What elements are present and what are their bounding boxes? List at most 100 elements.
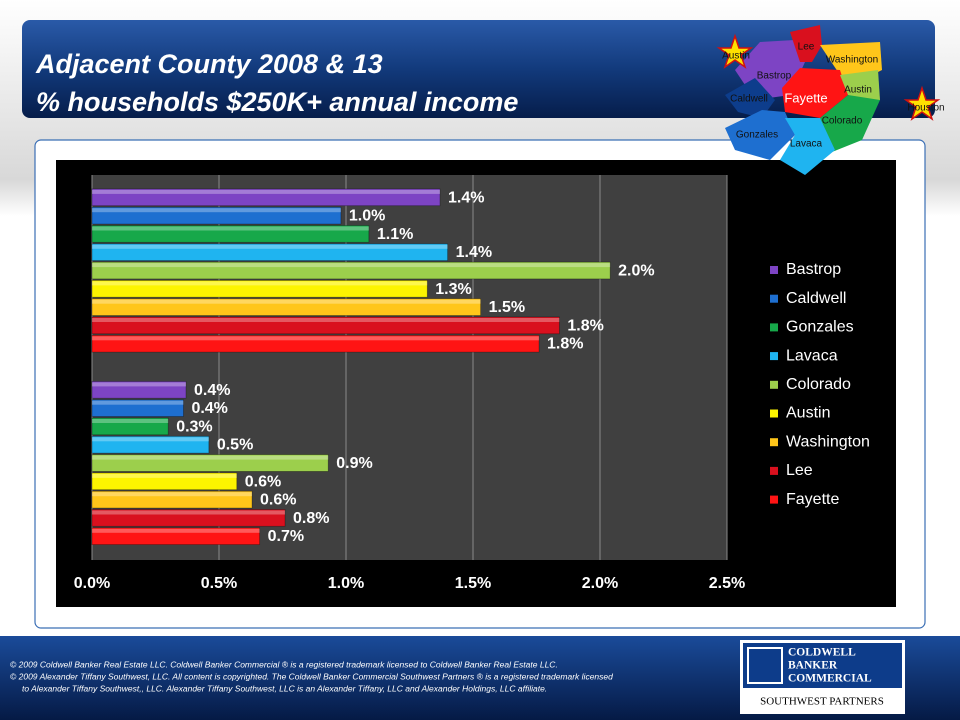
bar xyxy=(91,279,428,298)
bar xyxy=(91,472,238,491)
value-label: 0.4% xyxy=(194,382,230,399)
bar-highlight xyxy=(92,208,341,213)
map-label: Washington xyxy=(826,55,878,66)
bar xyxy=(91,261,611,280)
bar xyxy=(91,188,441,207)
bar-highlight xyxy=(92,281,428,286)
map-colorado xyxy=(820,95,880,152)
bar-highlight xyxy=(92,473,237,478)
map-lavaca xyxy=(780,118,835,175)
bar xyxy=(91,298,482,316)
star xyxy=(903,85,941,121)
bar xyxy=(91,380,187,399)
x-tick-label: 1.0% xyxy=(328,575,364,592)
map-label: Colorado xyxy=(822,116,863,127)
map-label: Fayette xyxy=(784,90,827,105)
bar xyxy=(91,316,560,335)
bar xyxy=(91,206,342,225)
legend-swatch xyxy=(770,352,778,361)
value-label: 0.8% xyxy=(293,510,329,527)
legend-label: Bastrop xyxy=(786,261,841,278)
county-map: Austin Lee Washington Bastrop Caldwell Fayett… xyxy=(716,25,945,175)
footer-line: to Alexander Tiffany Southwest,, LLC. Al… xyxy=(22,683,547,693)
bar-highlight xyxy=(92,528,260,533)
legend-label: Lee xyxy=(786,462,813,479)
bar-highlight xyxy=(92,400,184,405)
map-label: Gonzales xyxy=(736,130,778,141)
bar xyxy=(91,490,253,509)
footer-line: © 2009 Alexander Tiffany Southwest, LLC.… xyxy=(10,671,613,681)
value-label: 1.4% xyxy=(448,189,484,206)
bar-highlight xyxy=(92,336,540,341)
legend-label: Gonzales xyxy=(786,319,854,336)
map-label: Austin xyxy=(844,85,872,96)
bar xyxy=(91,527,261,545)
value-label: 0.4% xyxy=(191,400,227,417)
legend-label: Lavaca xyxy=(786,347,838,364)
star xyxy=(716,33,754,69)
bar-highlight xyxy=(92,455,329,460)
title-line: Adjacent County 2008 & 13 xyxy=(35,49,383,79)
logo-band xyxy=(743,643,902,688)
logo-text: COLDWELL xyxy=(788,647,856,659)
map-label: Austin xyxy=(722,51,750,62)
bar-highlight xyxy=(92,382,186,387)
x-tick-label: 0.0% xyxy=(74,575,110,592)
legend-swatch xyxy=(770,266,778,274)
map-label: Lavaca xyxy=(790,139,823,150)
header-band xyxy=(22,20,935,118)
bar xyxy=(91,399,184,417)
map-label: Lee xyxy=(798,42,815,53)
bar-highlight xyxy=(92,510,286,515)
map-fayette xyxy=(782,68,848,118)
logo-text: BANKER xyxy=(788,660,838,672)
legend-label: Colorado xyxy=(786,376,851,393)
legend-label: Austin xyxy=(786,405,830,422)
value-label: 1.0% xyxy=(349,208,385,225)
value-label: 0.7% xyxy=(268,528,304,545)
title-line: % households $250K+ annual income xyxy=(36,87,518,117)
bar xyxy=(91,417,169,436)
x-tick-label: 2.5% xyxy=(709,575,745,592)
map-label: Caldwell xyxy=(730,94,768,105)
value-label: 1.3% xyxy=(435,281,471,298)
map-label: Bastrop xyxy=(757,71,792,82)
legend-label: Fayette xyxy=(786,491,839,508)
bar-highlight xyxy=(92,437,209,442)
legend-label: Washington xyxy=(786,433,870,450)
map-austin xyxy=(840,70,880,100)
value-label: 1.8% xyxy=(547,336,583,353)
bar-highlight xyxy=(92,226,369,231)
x-tick-label: 1.5% xyxy=(455,575,491,592)
bar xyxy=(91,509,286,527)
map-gonzales xyxy=(725,110,795,160)
value-label: 1.8% xyxy=(567,317,603,334)
chart: 0.0% 0.5% 1.0% 1.5% 2.0% 2.5% 1.4% 0.4% Bastrop 1… xyxy=(74,175,870,592)
bar-highlight xyxy=(92,492,253,497)
map-caldwell xyxy=(725,78,775,118)
value-label: 0.3% xyxy=(176,418,212,435)
value-label: 1.1% xyxy=(377,226,413,243)
bar-highlight xyxy=(92,263,611,268)
legend-swatch xyxy=(770,409,778,418)
bar xyxy=(91,454,329,472)
legend-swatch xyxy=(770,438,778,447)
value-label: 0.5% xyxy=(217,437,253,454)
x-tick-label: 2.0% xyxy=(582,575,618,592)
legend-label: Caldwell xyxy=(786,290,846,307)
value-label: 0.6% xyxy=(245,473,281,490)
map-lee xyxy=(790,25,822,62)
bar xyxy=(91,243,449,262)
bar xyxy=(91,334,540,353)
legend-swatch xyxy=(770,323,778,332)
legend-swatch xyxy=(770,495,778,504)
value-label: 0.9% xyxy=(336,455,372,472)
legend-swatch xyxy=(770,380,778,389)
logo-emblem xyxy=(747,647,783,684)
legend-swatch xyxy=(770,466,778,475)
value-label: 0.6% xyxy=(260,492,296,509)
footer-line: © 2009 Coldwell Banker Real Estate LLC. … xyxy=(10,659,558,669)
value-label: 1.4% xyxy=(456,244,492,261)
